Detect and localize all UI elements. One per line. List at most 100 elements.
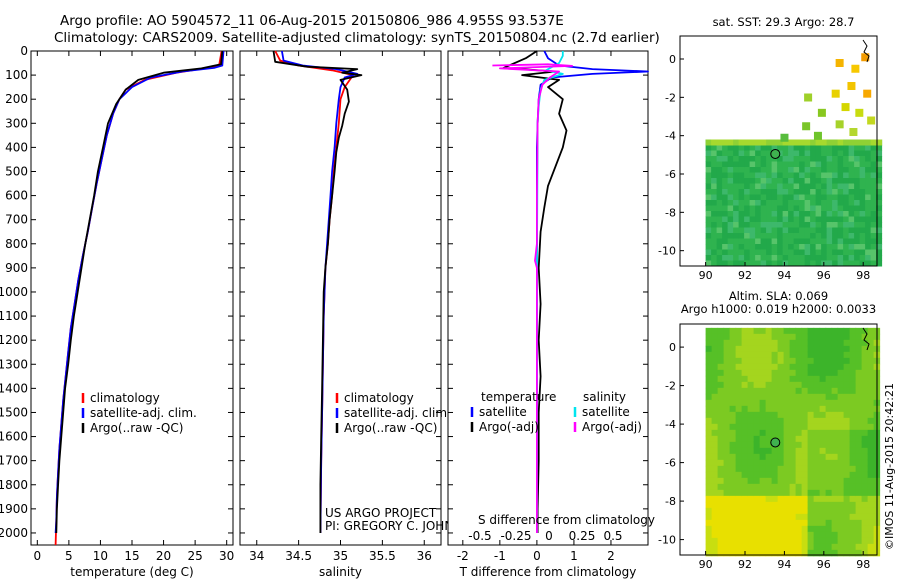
sst-cell [788,145,795,151]
sla-cell [837,333,845,341]
sla-cell [765,507,773,515]
sla-cell [729,543,737,551]
sla-cell [723,345,731,353]
sst-cell [799,194,806,201]
sst-cell [771,161,778,168]
sla-cell [759,435,767,443]
map-y-tick-label: -10 [658,245,676,258]
sla-cell [861,519,869,527]
sst-cell [766,260,773,267]
sst-cell [738,222,745,228]
sst-cell [716,172,723,179]
sst-cell [810,227,817,234]
sla-cell [747,525,755,533]
sla-cell [801,495,809,503]
sst-cell [744,222,751,228]
sla-cell [765,405,773,413]
sla-cell [861,423,869,431]
sla-cell [855,519,863,527]
y-tick-label-temperature: 0 [20,44,28,58]
sla-cell [861,507,869,515]
sla-cell [759,417,767,425]
sst-cell [738,150,745,157]
sst-cell [766,216,773,223]
sst-cell [738,260,745,267]
sla-cell [801,519,809,527]
sla-cell [705,435,713,443]
sla-cell [735,507,743,515]
sla-cell [831,519,839,527]
sst-cell [738,211,745,217]
sla-cell [825,447,833,455]
sst-cell [843,150,850,157]
sst-cell [848,200,855,206]
sla-cell [735,447,743,455]
sst-cell [876,145,883,151]
sla-cell [723,495,731,503]
sst-cell [749,249,756,256]
sla-cell [855,393,863,401]
sla-cell [789,435,797,443]
sla-cell [801,333,809,341]
sst-cell [755,161,762,168]
sla-cell [789,531,797,539]
sst-cell [876,249,883,256]
sla-cell [837,351,845,359]
sla-cell [759,405,767,413]
sst-cell [738,183,745,190]
sst-cell [832,227,839,234]
sst-cell [815,200,822,206]
sst-cell [826,167,833,173]
series-line-salinity-2 [272,50,363,533]
sla-cell [753,333,761,341]
sla-cell [813,429,821,437]
sla-cell [825,501,833,509]
sst-cell [870,222,877,228]
sla-cell [867,465,875,473]
sst-cell [826,205,833,212]
sla-cell [711,483,719,491]
sla-cell [789,477,797,485]
sst-cell [777,249,784,256]
sla-cell [711,417,719,425]
sst-cell [810,249,817,256]
sst-cell [738,139,745,146]
sla-cell [717,441,725,449]
sst-cell [705,255,712,261]
top-tick-label-difference: 0.5 [603,529,622,543]
sla-cell [777,381,785,389]
sst-cell [777,211,784,217]
sla-cell [807,459,815,467]
sst-cell [782,244,789,250]
sla-cell [813,507,821,515]
sla-cell [705,369,713,377]
sst-cell [832,161,839,168]
sla-cell [831,531,839,539]
sst-cell [788,189,795,195]
sla-cell [867,351,875,359]
sst-cell [705,238,712,245]
sst-cell [744,139,751,146]
sla-cell [807,363,815,371]
sla-cell [777,369,785,377]
sla-cell [819,513,827,521]
sla-cell [711,369,719,377]
sla-cell [711,399,719,407]
sst-cell [815,183,822,190]
sla-cell [705,477,713,485]
sst-cell [777,172,784,179]
sst-cell [788,244,795,250]
sst-cell [705,167,712,173]
sla-cell [705,471,713,479]
sla-cell [741,477,749,485]
sst-cell [716,150,723,157]
sla-cell [795,387,803,395]
sst-cell [722,249,729,256]
sla-cell [807,531,815,539]
sst-cell [733,238,740,245]
sla-cell [723,375,731,383]
y-tick-label-temperature: 1000 [0,285,28,299]
sst-cell [711,156,718,162]
sla-cell [831,411,839,419]
sla-cell [801,543,809,551]
